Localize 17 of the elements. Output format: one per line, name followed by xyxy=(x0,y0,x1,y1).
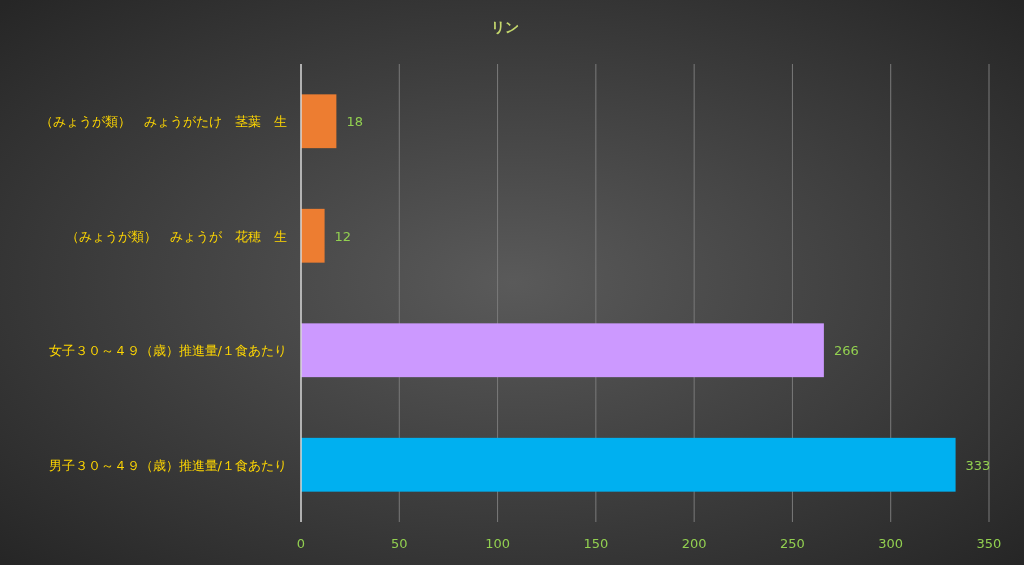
x-tick-label: 200 xyxy=(681,536,707,551)
x-tick-label: 250 xyxy=(780,536,805,551)
data-label: 12 xyxy=(334,228,352,244)
data-label: 333 xyxy=(965,457,991,473)
x-tick-label: 0 xyxy=(296,536,306,551)
x-tick-label: 100 xyxy=(485,536,510,551)
y-tick-label: 男子３０～４９（歳）推進量/１食あたり xyxy=(48,457,287,473)
data-label: 266 xyxy=(833,343,859,359)
x-tick-label: 50 xyxy=(391,536,408,551)
x-tick-label: 350 xyxy=(976,536,1002,551)
chart-title: リン xyxy=(491,19,519,35)
x-tick-label: 300 xyxy=(878,536,904,551)
x-tick-label: 150 xyxy=(583,536,609,551)
data-label: 18 xyxy=(346,114,363,130)
y-tick-label: （みょうが類） みょうが 花穂 生 xyxy=(66,228,287,244)
y-tick-label: （みょうが類） みょうがたけ 茎葉 生 xyxy=(40,114,287,130)
y-tick-label: 女子３０～４９（歳）推進量/１食あたり xyxy=(48,343,287,359)
